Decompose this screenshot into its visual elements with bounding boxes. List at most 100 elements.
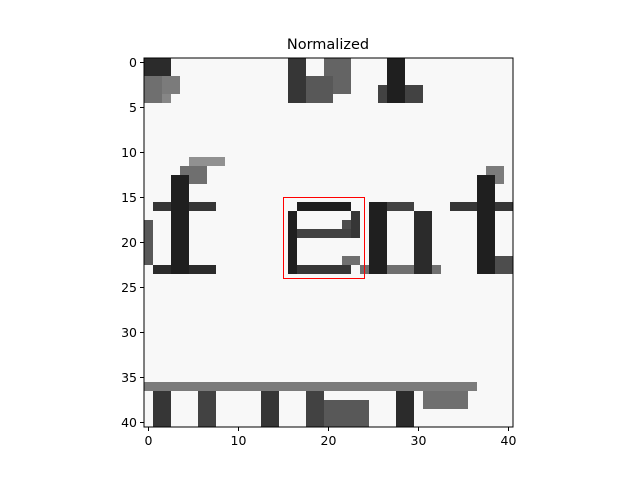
- heatmap-cell: [306, 202, 316, 212]
- heatmap-cell: [441, 220, 451, 230]
- heatmap-cell: [342, 166, 352, 176]
- heatmap-cell: [270, 76, 280, 86]
- heatmap-cell: [396, 382, 406, 392]
- heatmap-cell: [441, 310, 451, 320]
- heatmap-cell: [432, 184, 442, 194]
- heatmap-cell: [387, 409, 397, 419]
- heatmap-cell: [261, 238, 271, 248]
- heatmap-cell: [234, 58, 244, 68]
- heatmap-cell: [252, 346, 262, 356]
- heatmap-cell: [297, 391, 307, 401]
- heatmap-cell: [180, 211, 190, 221]
- heatmap-cell: [171, 373, 181, 383]
- x-tick-label: 10: [231, 433, 247, 448]
- heatmap-cell: [270, 58, 280, 68]
- heatmap-cell: [495, 292, 505, 302]
- heatmap-cell: [369, 292, 379, 302]
- heatmap-cell: [198, 211, 208, 221]
- heatmap-cell: [486, 184, 496, 194]
- heatmap-cell: [234, 247, 244, 257]
- heatmap-cell: [378, 301, 388, 311]
- heatmap-cell: [387, 76, 397, 86]
- heatmap-cell: [504, 238, 514, 248]
- heatmap-cell: [189, 202, 199, 212]
- heatmap-cell: [495, 139, 505, 149]
- heatmap-cell: [405, 139, 415, 149]
- heatmap-cell: [495, 238, 505, 248]
- heatmap-cell: [369, 283, 379, 293]
- heatmap-cell: [414, 193, 424, 203]
- heatmap-cell: [144, 310, 154, 320]
- heatmap-cell: [288, 202, 298, 212]
- heatmap-cell: [495, 175, 505, 185]
- heatmap-cell: [477, 130, 487, 140]
- heatmap-cell: [468, 301, 478, 311]
- heatmap-cell: [450, 382, 460, 392]
- heatmap-cell: [261, 157, 271, 167]
- heatmap-cell: [432, 139, 442, 149]
- heatmap-cell: [351, 247, 361, 257]
- heatmap-cell: [315, 130, 325, 140]
- heatmap-cell: [459, 121, 469, 131]
- heatmap-cell: [243, 409, 253, 419]
- heatmap-cell: [378, 283, 388, 293]
- heatmap-cell: [279, 382, 289, 392]
- heatmap-cell: [351, 382, 361, 392]
- heatmap-cell: [378, 67, 388, 77]
- heatmap-cell: [243, 382, 253, 392]
- heatmap-cell: [432, 373, 442, 383]
- heatmap-cell: [387, 112, 397, 122]
- heatmap-cell: [198, 112, 208, 122]
- heatmap-cell: [504, 211, 514, 221]
- heatmap-cell: [477, 265, 487, 275]
- heatmap-cell: [279, 85, 289, 95]
- heatmap-cell: [369, 265, 379, 275]
- heatmap-cell: [324, 94, 334, 104]
- heatmap-cell: [459, 148, 469, 158]
- heatmap-cell: [189, 139, 199, 149]
- heatmap-cell: [468, 211, 478, 221]
- heatmap-cell: [459, 319, 469, 329]
- heatmap-cell: [306, 85, 316, 95]
- heatmap-cell: [450, 121, 460, 131]
- heatmap-cell: [315, 400, 325, 410]
- heatmap-cell: [153, 319, 163, 329]
- heatmap-cell: [360, 85, 370, 95]
- heatmap-cell: [387, 382, 397, 392]
- heatmap-cell: [342, 85, 352, 95]
- heatmap-cell: [180, 130, 190, 140]
- heatmap-cell: [288, 328, 298, 338]
- heatmap-cell: [450, 310, 460, 320]
- heatmap-cell: [306, 76, 316, 86]
- heatmap-cell: [225, 130, 235, 140]
- heatmap-cell: [396, 283, 406, 293]
- heatmap-cell: [297, 121, 307, 131]
- heatmap-cell: [459, 391, 469, 401]
- heatmap-cell: [153, 391, 163, 401]
- heatmap-cell: [225, 175, 235, 185]
- heatmap-cell: [216, 247, 226, 257]
- heatmap-cell: [450, 256, 460, 266]
- heatmap-cell: [171, 139, 181, 149]
- heatmap-cell: [423, 166, 433, 176]
- heatmap-cell: [504, 130, 514, 140]
- heatmap-cell: [279, 292, 289, 302]
- heatmap-cell: [261, 85, 271, 95]
- heatmap-cell: [279, 337, 289, 347]
- heatmap-cell: [477, 76, 487, 86]
- heatmap-cell: [477, 409, 487, 419]
- heatmap-cell: [162, 58, 172, 68]
- heatmap-cell: [234, 112, 244, 122]
- heatmap-cell: [414, 346, 424, 356]
- heatmap-cell: [396, 292, 406, 302]
- heatmap-cell: [387, 139, 397, 149]
- heatmap-cell: [387, 184, 397, 194]
- heatmap-cell: [252, 400, 262, 410]
- heatmap-cell: [495, 94, 505, 104]
- heatmap-cell: [387, 166, 397, 176]
- heatmap-cell: [180, 175, 190, 185]
- heatmap-cell: [459, 139, 469, 149]
- heatmap-cell: [387, 418, 397, 428]
- heatmap-cell: [153, 58, 163, 68]
- heatmap-cell: [378, 328, 388, 338]
